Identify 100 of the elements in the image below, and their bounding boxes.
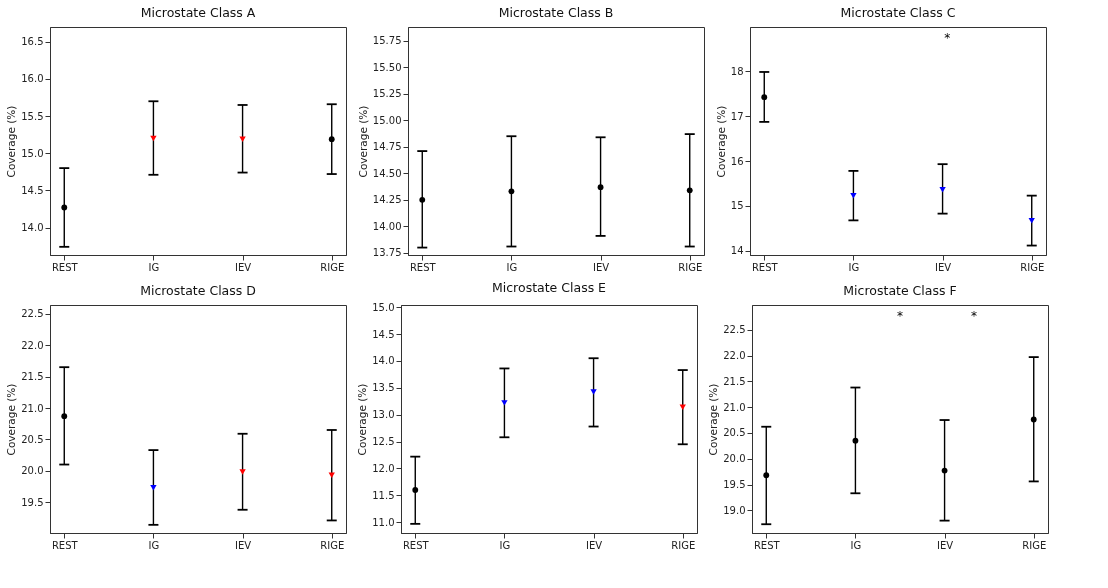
y-tick-label: 15.25	[372, 88, 402, 100]
y-tick-label: 21.0	[723, 401, 746, 413]
y-tick-label: 17	[730, 110, 744, 122]
x-tick-label: IEV	[937, 539, 954, 551]
point	[850, 192, 857, 199]
x-tick-label: RIGE	[1020, 261, 1045, 273]
y-tick-label: 16	[730, 155, 744, 167]
y-tick-label: 20.5	[21, 433, 44, 445]
chart-title: Microstate Class B	[498, 4, 614, 20]
annotation: *	[944, 31, 951, 45]
y-tick-label: 14.5	[21, 184, 44, 196]
y-tick-label: 14	[730, 245, 744, 257]
x-tick-label: RIGE	[320, 539, 345, 551]
y-axis-title: Coverage (%)	[5, 105, 18, 178]
x-tick-label: IG	[506, 261, 518, 273]
x-tick-label: REST	[751, 261, 779, 273]
point	[150, 485, 157, 491]
point	[412, 487, 419, 493]
x-tick-label: IEV	[235, 261, 252, 273]
y-tick-label: 19.5	[723, 479, 746, 491]
point	[941, 467, 948, 474]
chart-title: Microstate Class F	[843, 282, 957, 298]
point	[501, 400, 508, 406]
y-tick-label: 22.0	[723, 350, 746, 362]
annotation: *	[897, 309, 903, 323]
x-tick-label: REST	[51, 539, 79, 551]
y-tick-label: 12.5	[372, 436, 395, 448]
x-tick-label: IEV	[235, 539, 252, 551]
y-tick-label: 14.0	[372, 355, 395, 367]
y-tick-label: 16.0	[21, 73, 44, 85]
point	[328, 136, 335, 143]
y-tick-label: 20.5	[723, 427, 746, 439]
point	[679, 404, 686, 410]
point	[761, 94, 768, 101]
y-tick-label: 11.0	[372, 516, 395, 528]
x-tick-label: IG	[850, 539, 862, 551]
annotation: *	[971, 309, 977, 323]
x-tick-label: REST	[402, 539, 430, 551]
y-axis-title: Coverage (%)	[356, 383, 369, 456]
point	[239, 136, 246, 142]
y-tick-label: 15	[730, 200, 744, 212]
y-tick-label: 15.00	[372, 114, 402, 126]
chart-title: Microstate Class D	[140, 282, 256, 298]
chart-title: Microstate Class A	[140, 4, 256, 20]
x-tick-label: REST	[409, 261, 437, 273]
y-tick-label: 21.0	[21, 402, 44, 414]
point	[590, 389, 597, 395]
point	[239, 469, 246, 475]
x-tick-label: IEV	[586, 539, 603, 551]
y-tick-label: 21.5	[723, 375, 746, 387]
point	[939, 187, 946, 193]
point	[1030, 416, 1037, 423]
y-tick-label: 20.0	[21, 465, 44, 477]
y-tick-label: 15.0	[372, 301, 395, 313]
y-tick-label: 19.5	[21, 496, 44, 508]
point	[763, 472, 770, 479]
y-tick-label: 12.0	[372, 462, 395, 474]
point	[328, 472, 335, 478]
y-tick-label: 22.5	[723, 324, 746, 336]
x-tick-label: RIGE	[1022, 539, 1047, 551]
x-tick-label: IG	[499, 539, 511, 551]
y-tick-label: 21.5	[21, 371, 44, 383]
x-tick-label: IG	[148, 261, 160, 273]
y-tick-label: 16.5	[21, 36, 44, 48]
point	[852, 437, 859, 444]
x-tick-label: RIGE	[320, 261, 345, 273]
y-tick-label: 11.5	[372, 489, 395, 501]
x-tick-label: REST	[753, 539, 781, 551]
y-tick-label: 15.75	[372, 35, 402, 47]
y-axis-title: Coverage (%)	[5, 383, 18, 456]
y-tick-label: 20.0	[723, 453, 746, 465]
x-tick-label: REST	[51, 261, 79, 273]
chart-title: Microstate Class E	[491, 279, 607, 295]
x-tick-label: RIGE	[671, 539, 696, 551]
point	[61, 413, 68, 420]
y-tick-label: 14.00	[372, 220, 402, 232]
x-tick-label: IEV	[935, 261, 952, 273]
y-tick-label: 14.5	[372, 328, 395, 340]
y-tick-label: 14.0	[21, 222, 44, 234]
point	[61, 204, 68, 211]
chart-title: Microstate Class C	[840, 4, 956, 20]
y-tick-label: 14.50	[372, 167, 402, 179]
point	[1028, 218, 1035, 224]
y-tick-label: 13.75	[372, 247, 402, 259]
x-tick-label: IEV	[593, 261, 610, 273]
y-axis-title: Coverage (%)	[714, 105, 727, 178]
x-tick-label: RIGE	[678, 261, 703, 273]
x-tick-label: IG	[148, 539, 160, 551]
y-tick-label: 13.0	[372, 409, 395, 421]
y-tick-label: 14.25	[372, 194, 402, 206]
y-tick-label: 22.0	[21, 339, 44, 351]
y-tick-label: 14.75	[372, 141, 402, 153]
y-tick-label: 19.0	[723, 504, 746, 516]
y-tick-label: 13.5	[372, 382, 395, 394]
y-tick-label: 22.5	[21, 308, 44, 320]
x-tick-label: IG	[848, 261, 860, 273]
y-tick-label: 15.0	[21, 147, 44, 159]
y-tick-label: 15.5	[21, 110, 44, 122]
y-axis-title: Coverage (%)	[356, 105, 369, 178]
y-axis-title: Coverage (%)	[707, 383, 720, 456]
